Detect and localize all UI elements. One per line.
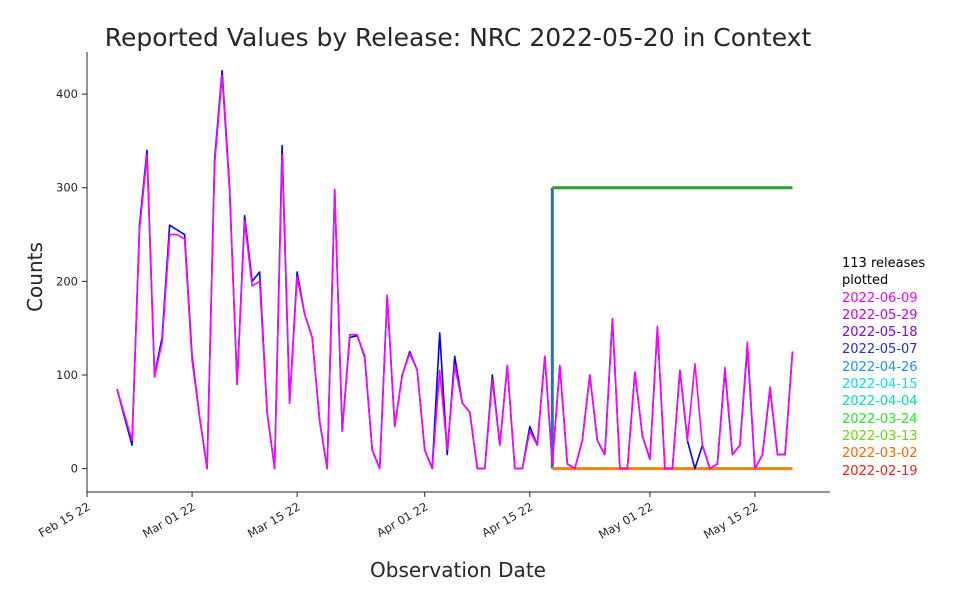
legend-entry: 2022-06-09 (842, 290, 918, 306)
legend-entry: 2022-03-13 (842, 428, 918, 444)
x-tick-label: Mar 15 22 (245, 499, 302, 540)
y-tick-label: 200 (56, 274, 78, 288)
x-tick-label: May 15 22 (701, 499, 760, 541)
x-axis-label: Observation Date (370, 558, 546, 582)
y-axis-label: Counts (23, 242, 47, 312)
y-tick-label: 300 (56, 181, 78, 195)
legend-entry: 2022-04-15 (842, 377, 918, 393)
legend-entry: 2022-05-07 (842, 342, 918, 358)
legend-entry: 2022-05-18 (842, 325, 918, 341)
y-tick-label: 100 (56, 368, 78, 382)
series-line-5 (116, 74, 794, 470)
y-axis: 0 100 200 300 400 (56, 87, 87, 476)
legend-entry: 2022-04-04 (842, 394, 918, 410)
x-tick-label: Apr 15 22 (479, 499, 535, 539)
legend-header-line2: plotted (842, 273, 889, 289)
chart-title: Reported Values by Release: NRC 2022-05-… (105, 23, 812, 52)
legend-entry: 2022-02-19 (842, 463, 918, 479)
x-tick-label: Feb 15 22 (36, 499, 92, 540)
legend-entries: 2022-06-09 2022-05-29 2022-05-18 2022-05-07… (842, 290, 925, 480)
plot-area (116, 69, 794, 471)
legend-entry: 2022-04-26 (842, 359, 918, 375)
x-tick-label: Mar 01 22 (140, 499, 197, 540)
legend-entry: 2022-03-02 (842, 446, 918, 462)
y-tick-label: 0 (71, 462, 78, 476)
y-tick-label: 400 (56, 87, 78, 101)
legend-header-line1: 113 releases (842, 256, 926, 271)
x-tick-label: Apr 01 22 (374, 499, 430, 539)
legend: 113 releases plotted 2022-06-09 2022-05-2… (842, 255, 925, 480)
x-axis: Feb 15 22 Mar 01 22 Mar 15 22 Apr 01 22 Apr … (36, 492, 760, 542)
x-tick-label: May 01 22 (596, 499, 655, 541)
legend-entry: 2022-05-29 (842, 307, 918, 323)
legend-entry: 2022-03-24 (842, 411, 918, 427)
